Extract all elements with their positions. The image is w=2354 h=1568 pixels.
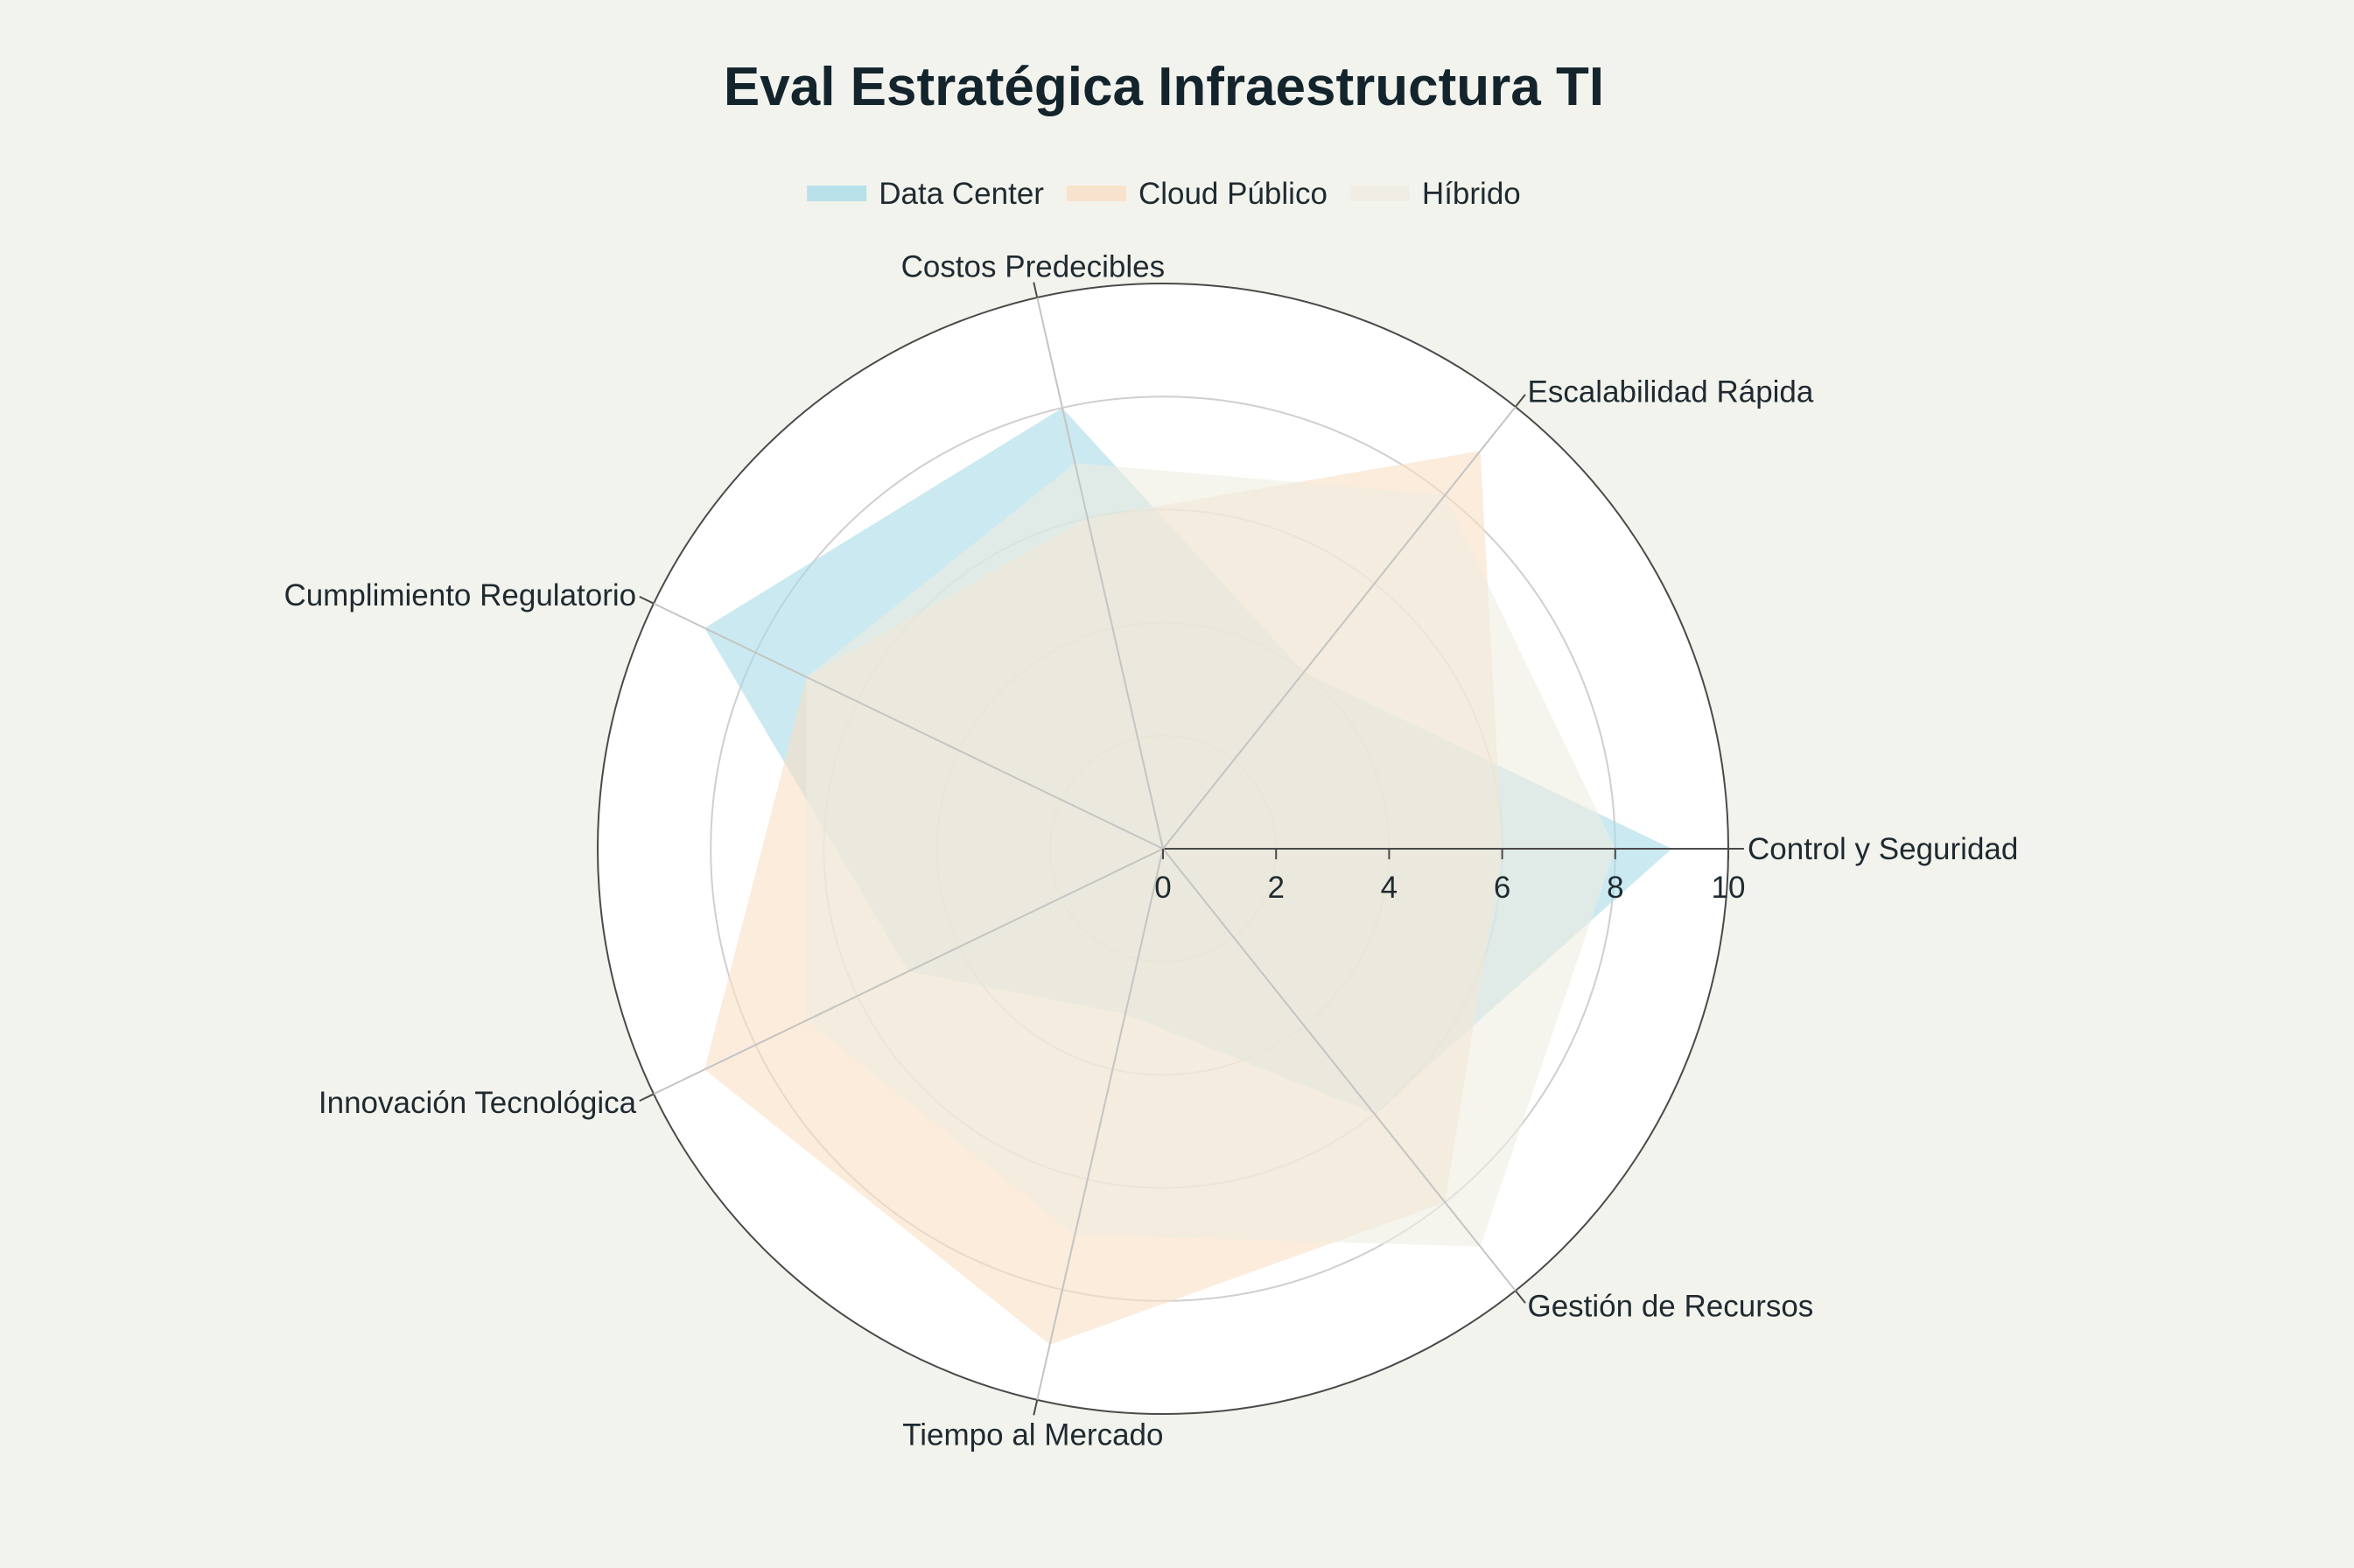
- axis-spoke: [653, 848, 1164, 1096]
- radial-ticks: 0 2 4 6 8 10: [1154, 849, 1745, 905]
- axis-spoke: [653, 602, 1164, 850]
- legend-item-label: Cloud Público: [1138, 177, 1328, 211]
- axis-label: Tiempo al Mercado: [902, 1418, 1163, 1452]
- axis-tick-mark: [1033, 1399, 1039, 1416]
- radial-tick-label: 2: [1267, 871, 1284, 905]
- axis-label: Cumplimiento Regulatorio: [284, 578, 636, 612]
- series-layer: [704, 408, 1672, 1345]
- axis-label: Escalabilidad Rápida: [1527, 375, 1813, 410]
- axis-tick-mark: [639, 1093, 655, 1102]
- axis-tick-mark: [1033, 282, 1039, 298]
- legend: Data Center Cloud Público Híbrido: [807, 177, 1521, 211]
- axis-label: Control y Seguridad: [1748, 832, 2018, 866]
- axis-tick-mark: [1514, 1290, 1526, 1304]
- legend-item-label: Data Center: [879, 177, 1044, 211]
- plot-area: 0 2 4 6 8 10 Control y Seguridad Escalabilidad…: [284, 250, 2018, 1452]
- legend-swatch: [1066, 186, 1126, 201]
- axis-label: Innovación Tecnológica: [319, 1086, 637, 1120]
- axis-label: Gestión de Recursos: [1527, 1289, 1813, 1323]
- series-area-2: [806, 463, 1615, 1247]
- axis-spoke: [1036, 848, 1164, 1401]
- radial-tick-label: 10: [1712, 871, 1746, 905]
- legend-swatch: [1349, 186, 1410, 201]
- radial-tick-label: 4: [1381, 871, 1398, 905]
- axis-spoke: [1036, 297, 1164, 850]
- axis-tick-mark: [639, 596, 655, 605]
- angular-axes: [639, 282, 1744, 1416]
- axis-spoke: [1162, 848, 1517, 1292]
- legend-item-label: Híbrido: [1422, 177, 1521, 211]
- radial-tick-label: 0: [1154, 871, 1171, 905]
- legend-swatch: [807, 186, 867, 201]
- chart-title: Eval Estratégica Infraestructura TI: [724, 57, 1604, 117]
- axis-labels: Control y Seguridad Escalabilidad Rápida C…: [284, 250, 2018, 1452]
- axis-tick-mark: [1514, 394, 1526, 408]
- axis-label: Costos Predecibles: [901, 250, 1166, 284]
- radial-tick-label: 6: [1494, 871, 1510, 905]
- radial-tick-label: 8: [1607, 871, 1623, 905]
- axis-spoke: [1162, 406, 1517, 850]
